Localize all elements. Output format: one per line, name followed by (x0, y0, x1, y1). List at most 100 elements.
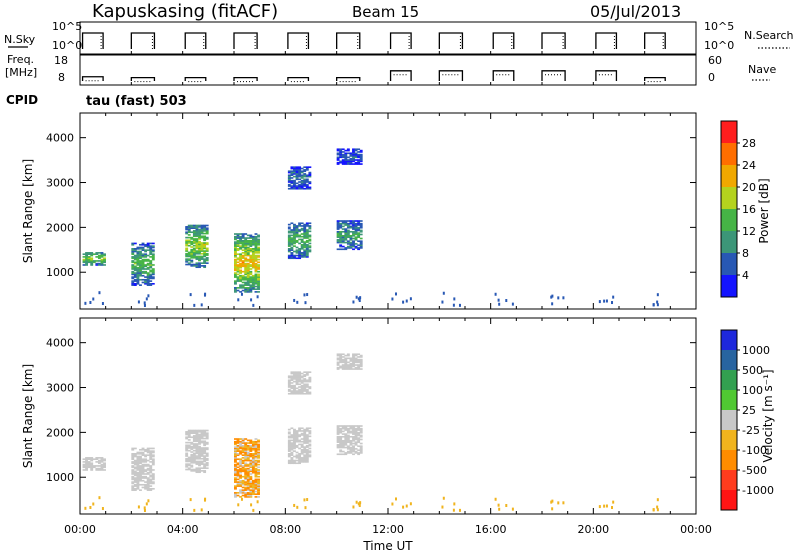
power-cell (293, 186, 296, 189)
power-cell (298, 175, 302, 178)
power-cell (246, 287, 250, 289)
velocity-cell (303, 459, 307, 462)
power-cell (149, 242, 153, 245)
velocity-cell (298, 457, 302, 459)
power-cell (190, 263, 194, 266)
velocity-cell (352, 430, 355, 433)
power-cell (551, 302, 554, 306)
velocity-cell (203, 498, 206, 502)
velocity-cell (359, 364, 363, 366)
power-cell (136, 282, 140, 285)
velocity-cell (257, 486, 260, 489)
velocity-cell (344, 429, 348, 431)
velocity-cell (346, 435, 350, 438)
power-cell (136, 281, 140, 284)
power-cell (236, 233, 240, 235)
power-cell (303, 254, 307, 257)
power-cell (139, 269, 142, 272)
power-cell (100, 264, 104, 266)
power-cell (293, 187, 296, 190)
power-cell (251, 258, 255, 261)
velocity-cell (298, 375, 302, 378)
power-cell (254, 285, 258, 288)
power-cell (257, 287, 260, 289)
power-cell (90, 258, 94, 261)
power-cell (187, 236, 191, 239)
power-cell (254, 237, 258, 239)
power-cell (244, 264, 248, 266)
velocity-cell (257, 439, 260, 442)
power-cell (344, 161, 348, 164)
power-cell (187, 242, 191, 244)
power-cell (295, 186, 299, 189)
velocity-cell (200, 441, 204, 444)
velocity-cell (203, 471, 207, 474)
power-scale-swatch (721, 165, 737, 187)
velocity-cell (241, 489, 245, 491)
power-panel (79, 112, 697, 310)
velocity-cell (100, 461, 104, 463)
power-cell (244, 273, 248, 276)
power-cell (339, 240, 343, 243)
power-cell (195, 227, 199, 230)
velocity-cell (241, 467, 245, 470)
power-cell (185, 244, 189, 247)
velocity-cell (254, 442, 258, 444)
power-cell (89, 300, 92, 304)
power-cell (352, 234, 355, 237)
power-cell (241, 249, 245, 251)
power-cell (131, 282, 135, 285)
power-cell (352, 163, 355, 165)
velocity-cell (195, 445, 199, 448)
power-cell (246, 239, 250, 242)
power-cell (349, 221, 353, 224)
power-cell (234, 241, 237, 243)
power-cell (234, 291, 237, 293)
velocity-cell (185, 444, 189, 447)
velocity-cell (303, 461, 307, 463)
power-cell (293, 254, 296, 257)
power-cell (198, 234, 201, 236)
power-cell (136, 250, 140, 253)
power-cell (344, 222, 348, 225)
velocity-cell (336, 439, 340, 442)
power-cell (254, 252, 258, 254)
velocity-cell (198, 470, 201, 472)
power-cell (205, 232, 209, 235)
velocity-cell (359, 431, 363, 434)
velocity-cell (236, 463, 240, 466)
power-cell (346, 222, 350, 225)
velocity-cell (251, 479, 255, 482)
velocity-cell (287, 392, 291, 395)
velocity-cell (131, 473, 135, 475)
power-cell (287, 171, 291, 174)
power-cell (244, 265, 248, 268)
power-cell (198, 266, 201, 269)
power-cell (354, 233, 358, 236)
power-cell (349, 230, 353, 233)
velocity-cell (246, 439, 250, 442)
velocity-cell (239, 442, 242, 444)
power-cell (249, 237, 253, 239)
power-cell (200, 236, 204, 239)
velocity-cell (133, 455, 137, 458)
power-cell (244, 284, 248, 286)
velocity-cell (136, 451, 140, 454)
velocity-cell (139, 474, 142, 477)
velocity-cell (295, 378, 299, 380)
velocity-cell (246, 454, 250, 456)
velocity-cell (85, 459, 88, 462)
power-cell (241, 278, 245, 281)
power-cell (254, 260, 258, 262)
velocity-cell (246, 469, 250, 471)
power-cell (133, 262, 137, 265)
velocity-cell (295, 438, 299, 440)
power-cell (241, 274, 245, 277)
power-cell (251, 241, 255, 243)
power-cell (190, 238, 194, 240)
power-cell (236, 277, 240, 280)
power-cell (346, 220, 350, 222)
velocity-cell (244, 451, 248, 454)
velocity-cell (352, 431, 355, 434)
velocity-cell (344, 442, 348, 445)
